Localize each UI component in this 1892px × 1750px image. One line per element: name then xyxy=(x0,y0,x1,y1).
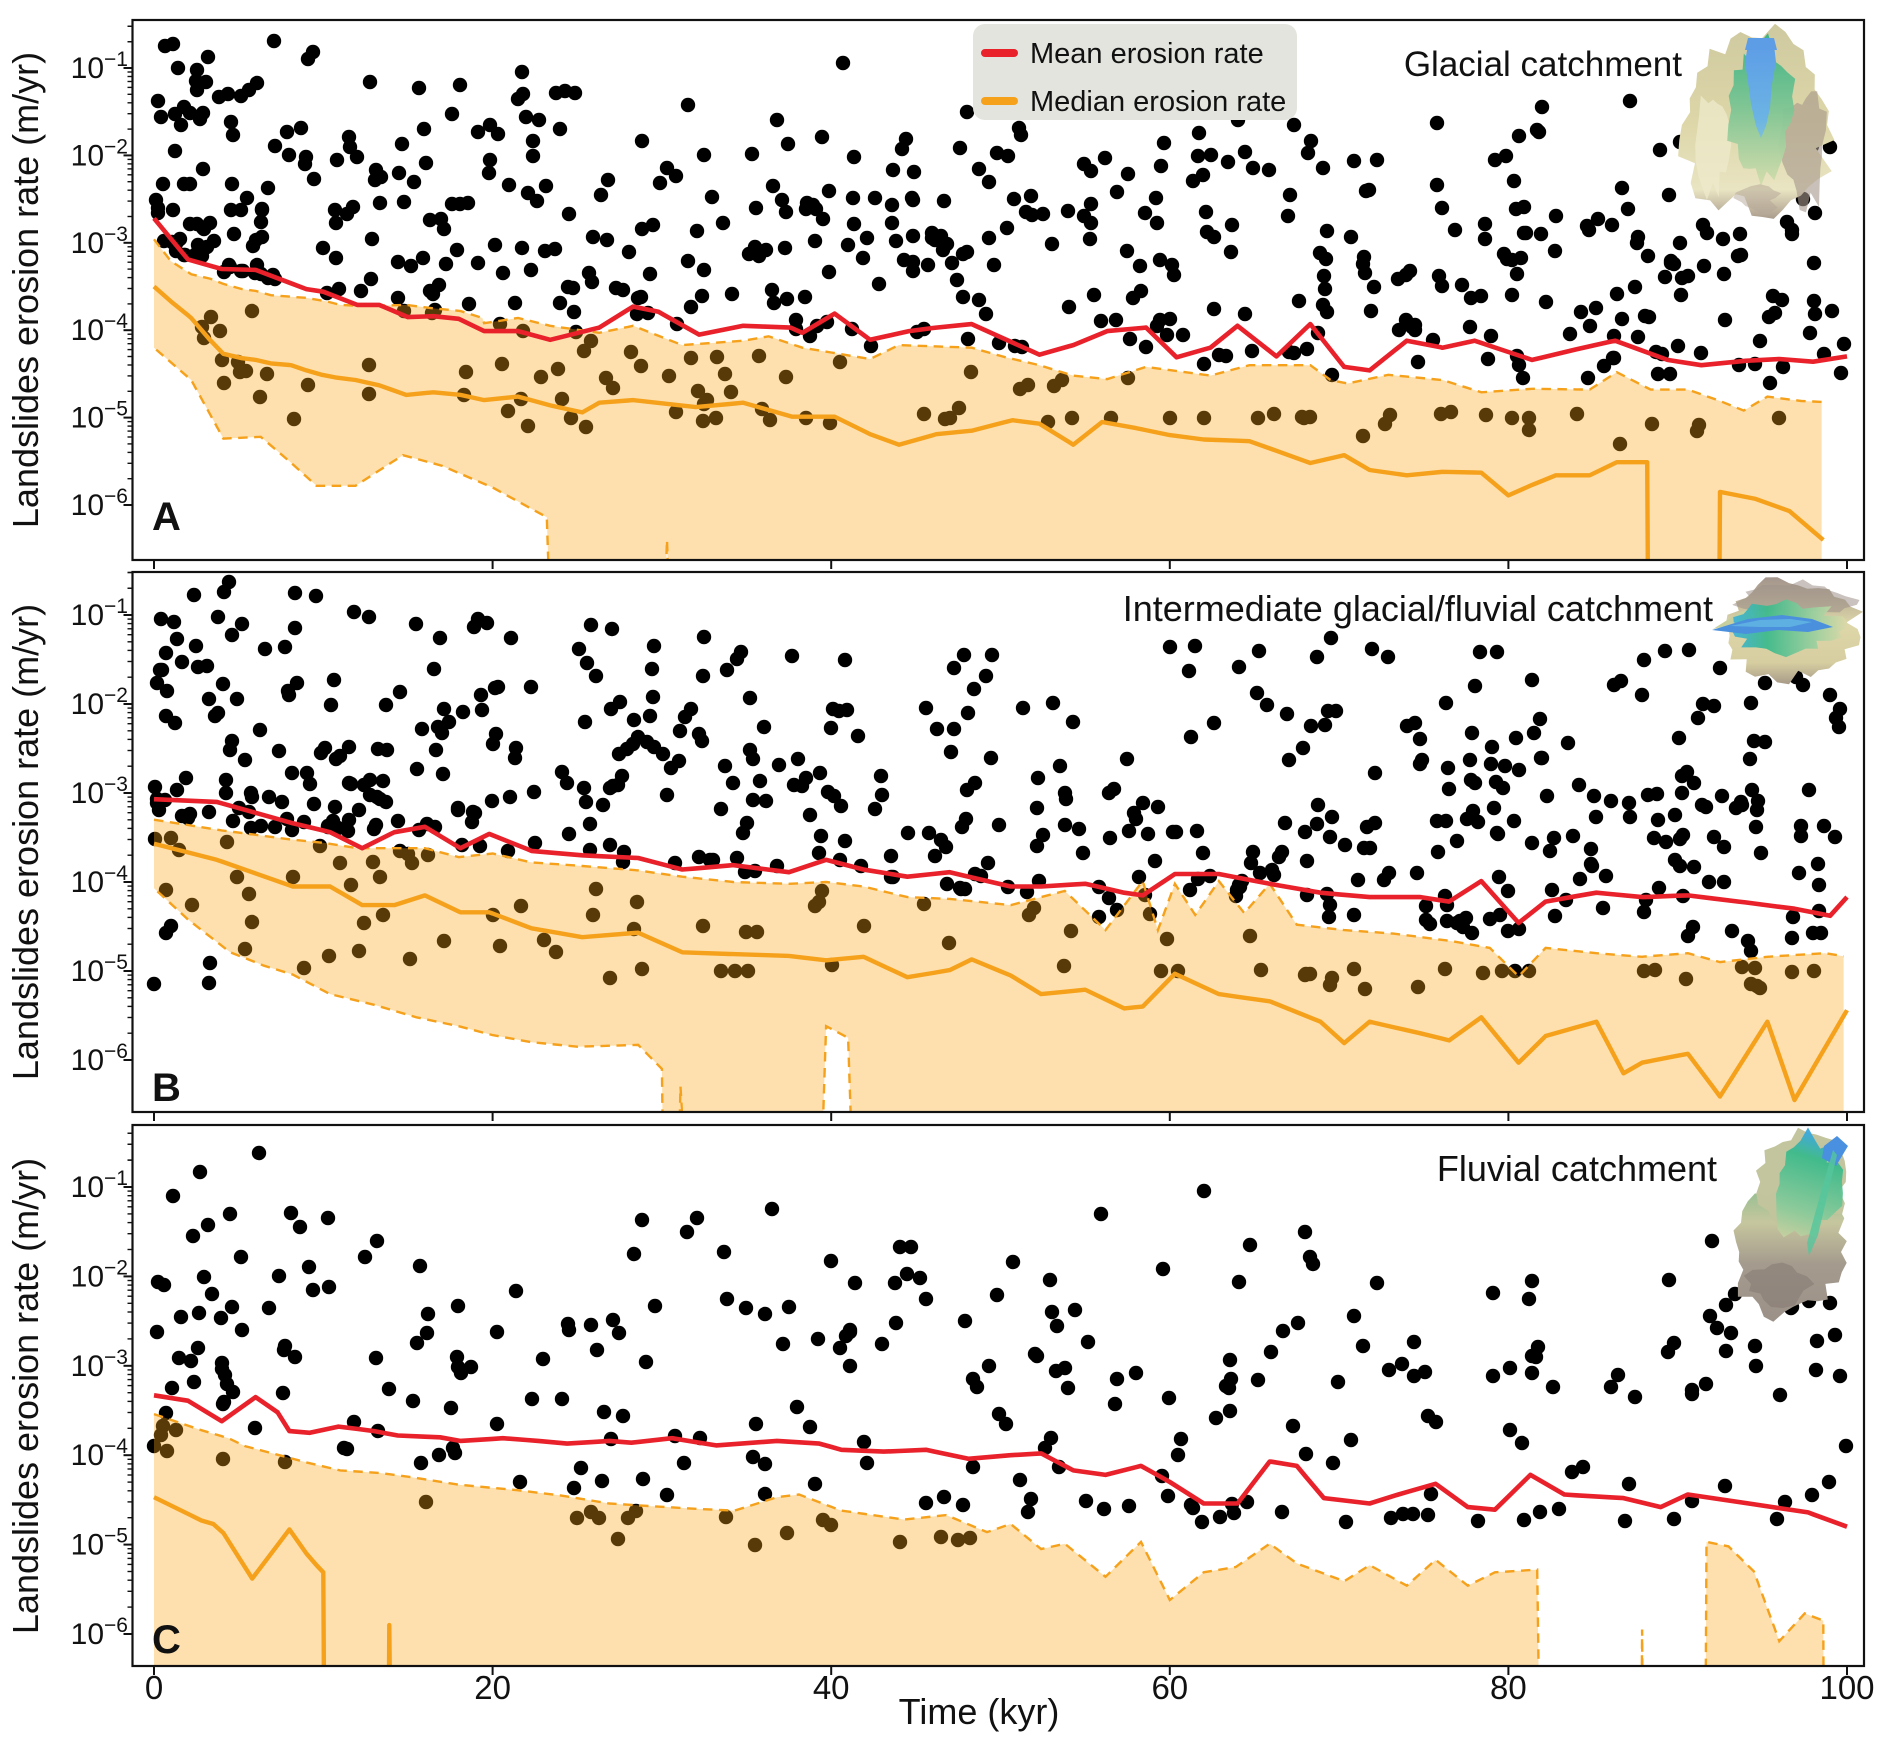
svg-text:Glacial catchment: Glacial catchment xyxy=(1404,45,1682,84)
svg-text:40: 40 xyxy=(813,1669,850,1706)
svg-text:20: 20 xyxy=(474,1669,511,1706)
svg-text:Time (kyr): Time (kyr) xyxy=(899,1691,1060,1732)
svg-text:0: 0 xyxy=(145,1669,163,1706)
svg-text:10−4: 10−4 xyxy=(71,1435,129,1472)
svg-text:B: B xyxy=(152,1066,181,1110)
svg-text:10−5: 10−5 xyxy=(71,1525,128,1562)
svg-text:10−2: 10−2 xyxy=(71,684,128,721)
svg-text:100: 100 xyxy=(1819,1669,1874,1706)
svg-text:60: 60 xyxy=(1151,1669,1188,1706)
svg-text:80: 80 xyxy=(1490,1669,1527,1706)
svg-text:Landslides erosion rate (m/yr): Landslides erosion rate (m/yr) xyxy=(5,52,46,528)
svg-text:Median erosion rate: Median erosion rate xyxy=(1030,86,1286,118)
svg-text:10−6: 10−6 xyxy=(71,1040,128,1077)
svg-text:Intermediate glacial/fluvial c: Intermediate glacial/fluvial catchment xyxy=(1123,588,1713,629)
svg-text:C: C xyxy=(152,1618,181,1662)
svg-text:Landslides erosion rate (m/yr): Landslides erosion rate (m/yr) xyxy=(5,1158,46,1634)
svg-text:Mean erosion rate: Mean erosion rate xyxy=(1030,38,1264,70)
svg-text:Fluvial catchment: Fluvial catchment xyxy=(1437,1148,1717,1189)
svg-text:Landslides erosion rate (m/yr): Landslides erosion rate (m/yr) xyxy=(5,604,46,1080)
svg-text:A: A xyxy=(152,495,181,539)
